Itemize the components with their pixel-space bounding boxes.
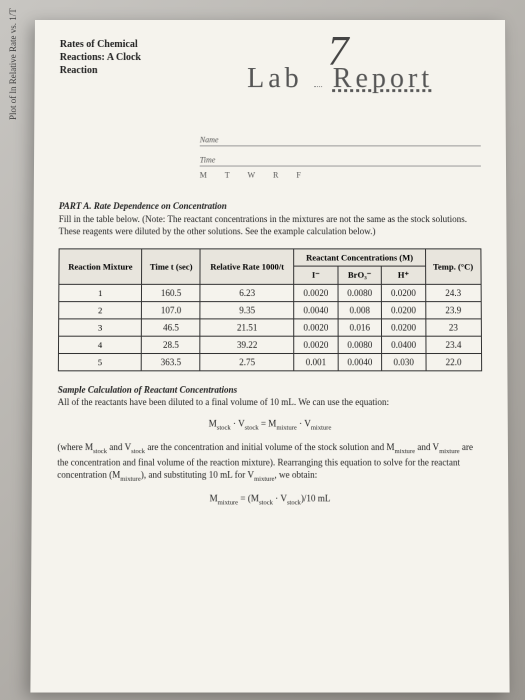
- title-line1: Rates of Chemical: [60, 38, 200, 51]
- table-cell: 0.0080: [338, 284, 382, 301]
- th-rate: Relative Rate 1000/t: [200, 249, 294, 284]
- name-label: Name: [200, 135, 219, 144]
- experiment-title: Rates of Chemical Reactions: A Clock Rea…: [60, 38, 200, 77]
- table-cell: 0.001: [294, 353, 338, 370]
- table-cell: 23.4: [426, 336, 482, 353]
- table-cell: 2: [59, 301, 142, 318]
- title-line3: Reaction: [60, 64, 200, 77]
- table-row: 2107.09.350.00400.0080.020023.9: [59, 301, 482, 318]
- table-cell: 0.0080: [338, 336, 382, 353]
- data-table: Reaction Mixture Time t (sec) Relative R…: [58, 248, 482, 371]
- table-cell: 0.0020: [294, 336, 338, 353]
- table-cell: 0.0200: [382, 301, 426, 318]
- student-fields: Name Time M T W R F: [200, 130, 481, 179]
- table-cell: 5: [58, 353, 141, 370]
- th-time: Time t (sec): [142, 249, 201, 284]
- table-row: 5363.52.750.0010.00400.03022.0: [58, 353, 481, 370]
- table-cell: 6.23: [200, 284, 294, 301]
- table-cell: 0.016: [338, 319, 382, 336]
- sample-text2: (where Mstock and Vstock are the concent…: [57, 441, 483, 484]
- title-line2: Reactions: A Clock: [60, 51, 200, 64]
- table-cell: 9.35: [200, 301, 294, 318]
- part-a-heading: PART A. Rate Dependence on Concentration: [59, 200, 481, 213]
- lab-word: Lab: [247, 63, 303, 94]
- equation-1: Mstock · Vstock = Mmixture · Vmixture: [57, 417, 482, 432]
- equation-2: Mmixture = (Mstock · Vstock)/10 mL: [57, 492, 483, 507]
- table-cell: 21.51: [200, 319, 294, 336]
- table-cell: 24.3: [425, 284, 481, 301]
- table-cell: 0.008: [338, 301, 382, 318]
- table-cell: 0.0400: [382, 336, 426, 353]
- table-row: 1160.56.230.00200.00800.020024.3: [59, 284, 481, 301]
- table-cell: 107.0: [142, 301, 201, 318]
- part-a-instructions: Fill in the table below. (Note: The reac…: [59, 213, 482, 238]
- lab-report-heading: 7 Lab Report: [200, 38, 481, 95]
- sample-text1: All of the reactants have been diluted t…: [58, 396, 483, 409]
- table-cell: 0.030: [382, 353, 426, 370]
- header-row: Rates of Chemical Reactions: A Clock Rea…: [60, 38, 481, 95]
- vertical-axis-label: Plot of ln Relative Rate vs. 1/T: [8, 8, 18, 120]
- part-a-section: PART A. Rate Dependence on Concentration…: [59, 200, 482, 238]
- th-H: H⁺: [381, 266, 425, 284]
- table-cell: 0.0020: [294, 319, 338, 336]
- th-I: I⁻: [294, 266, 338, 284]
- table-cell: 28.5: [142, 336, 201, 353]
- table-cell: 23.9: [425, 301, 481, 318]
- table-cell: 2.75: [200, 353, 294, 370]
- th-conc: Reactant Concentrations (M): [294, 249, 425, 266]
- th-BrO3: BrO₃⁻: [338, 266, 382, 284]
- table-row: 428.539.220.00200.00800.040023.4: [58, 336, 481, 353]
- table-cell: 0.0040: [338, 353, 382, 370]
- time-field: Time: [200, 150, 481, 166]
- time-label: Time: [200, 155, 216, 164]
- table-cell: 23: [425, 319, 481, 336]
- sample-calc-section: Sample Calculation of Reactant Concentra…: [57, 383, 483, 507]
- days-row: M T W R F: [200, 171, 481, 180]
- name-field: Name: [200, 130, 481, 146]
- table-cell: 0.0200: [382, 319, 426, 336]
- table-cell: 3: [59, 319, 142, 336]
- table-cell: 0.0040: [294, 301, 338, 318]
- table-cell: 22.0: [426, 353, 482, 370]
- table-cell: 1: [59, 284, 142, 301]
- sample-heading: Sample Calculation of Reactant Concentra…: [58, 383, 483, 396]
- table-cell: 46.5: [142, 319, 201, 336]
- th-temp: Temp. (°C): [425, 249, 481, 284]
- chapter-number: 7: [328, 28, 353, 76]
- th-mixture: Reaction Mixture: [59, 249, 142, 284]
- table-cell: 363.5: [142, 353, 201, 370]
- table-cell: 0.0200: [382, 284, 426, 301]
- table-cell: 39.22: [200, 336, 294, 353]
- lab-report-page: Rates of Chemical Reactions: A Clock Rea…: [30, 20, 509, 693]
- table-cell: 160.5: [142, 284, 201, 301]
- table-row: 346.521.510.00200.0160.020023: [59, 319, 482, 336]
- table-cell: 0.0020: [294, 284, 338, 301]
- table-cell: 4: [58, 336, 141, 353]
